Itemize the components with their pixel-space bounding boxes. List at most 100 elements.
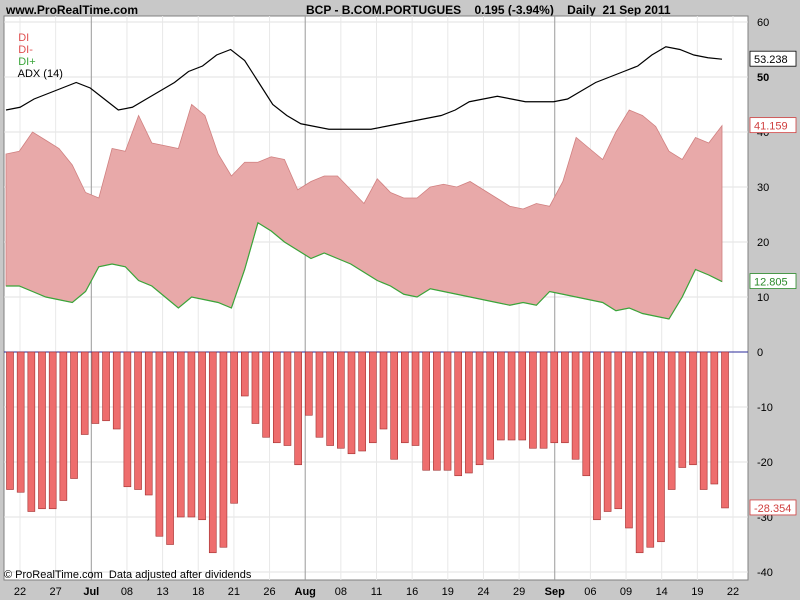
- di-bar: [315, 351, 324, 438]
- x-tick-label: 13: [156, 586, 168, 598]
- di-bar: [272, 351, 281, 444]
- di-bar: [497, 351, 505, 441]
- di-bar: [134, 351, 142, 490]
- copyright-note: © ProRealTime.com Data adjusted after di…: [4, 569, 252, 581]
- y-tick-label: 10: [757, 292, 769, 304]
- site-title: www.ProRealTime.com: [6, 3, 139, 17]
- di-bar: [48, 351, 57, 510]
- adx-last-value-box: [749, 50, 797, 67]
- x-tick-label: 26: [263, 586, 275, 598]
- di-bar: [550, 351, 559, 444]
- di-bar: [614, 351, 623, 510]
- x-tick-label: 27: [50, 586, 62, 598]
- di-bar: [593, 351, 601, 521]
- di-bar: [144, 351, 153, 496]
- di-bar: [102, 351, 110, 422]
- y-tick-label: 0: [757, 347, 763, 359]
- y-tick-label: 60: [757, 17, 769, 29]
- di-bar: [635, 351, 644, 554]
- y-tick-label: 50: [757, 72, 769, 84]
- legend-item-di: DI: [18, 32, 30, 44]
- y-tick-label: 20: [757, 237, 769, 249]
- di-bar: [561, 351, 569, 444]
- di-bar: [251, 351, 260, 424]
- di-bar: [667, 351, 676, 490]
- x-tick-label: 19: [442, 586, 454, 598]
- di-bar: [123, 351, 132, 488]
- di-bar: [571, 351, 580, 460]
- x-tick-label: 06: [584, 586, 596, 598]
- legend: DI DI- DI+ ADX (14): [6, 20, 63, 92]
- di-bar: [283, 351, 292, 446]
- legend-item-di-plus: DI+: [18, 56, 36, 68]
- di-bar: [721, 351, 729, 509]
- di-bar: [507, 351, 516, 441]
- x-axis: 22 27 Jul 08 13 18 21 26 Aug 08 11 16 19 24 29 Sep 06 09 1…: [14, 586, 739, 598]
- x-tick-label: 08: [335, 586, 347, 598]
- di-bar: [59, 351, 68, 501]
- di-bar: [91, 351, 100, 424]
- di-plus-last-value: 12.805: [754, 277, 788, 289]
- di-bar: [454, 351, 463, 477]
- di-bar: [369, 351, 377, 444]
- di-bar: [6, 351, 14, 490]
- di-bar: [262, 351, 270, 438]
- di-bar: [603, 351, 612, 512]
- x-tick-label: 18: [192, 586, 204, 598]
- instrument-header: BCP - B.COM.PORTUGUES 0.195 (-3.94%) Dai…: [306, 3, 671, 17]
- di-bar: [337, 351, 345, 449]
- di-bar: [326, 351, 334, 446]
- di-bar: [305, 351, 313, 416]
- x-tick-label: 22: [14, 586, 26, 598]
- lower-panel: [4, 351, 748, 554]
- x-tick-label: 09: [620, 586, 632, 598]
- di-bar: [582, 351, 591, 477]
- x-tick-label: 24: [477, 586, 489, 598]
- di-bar: [646, 351, 655, 548]
- x-tick-label: 19: [691, 586, 703, 598]
- di-bar: [80, 351, 89, 435]
- adx-last-value: 53.238: [754, 54, 788, 66]
- di-bar: [294, 351, 302, 466]
- di-bar: [70, 351, 78, 479]
- x-tick-label: 08: [121, 586, 133, 598]
- di-bar: [219, 351, 228, 548]
- di-bar: [518, 351, 527, 441]
- x-tick-label: 11: [371, 586, 382, 598]
- di-bar: [198, 351, 206, 521]
- di-bar: [539, 351, 548, 449]
- y-tick-label: -10: [757, 402, 773, 414]
- di-bar: [475, 351, 484, 466]
- di-bar: [657, 351, 665, 543]
- di-minus-last-value: 41.159: [754, 121, 788, 133]
- di-bar: [433, 351, 441, 471]
- x-tick-label: Jul: [83, 586, 99, 598]
- di-bar: [625, 351, 633, 529]
- di-bar: [699, 351, 708, 490]
- di-bar: [486, 351, 495, 460]
- legend-item-adx: ADX (14): [17, 68, 63, 80]
- di-bar: [240, 351, 249, 397]
- di-bar: [347, 351, 356, 455]
- x-tick-label: 22: [727, 586, 739, 598]
- x-tick-label: 21: [228, 586, 240, 598]
- y-tick-label: -40: [757, 567, 773, 579]
- di-bar: [187, 351, 196, 518]
- di-bar: [230, 351, 238, 504]
- di-bar: [38, 351, 46, 510]
- di-bar: [112, 351, 121, 430]
- adx-line: [5, 46, 723, 130]
- di-bar: [358, 351, 366, 452]
- di-bar: [176, 351, 185, 518]
- di-bar: [390, 351, 398, 460]
- x-tick-label: 29: [513, 586, 525, 598]
- x-tick-label: 14: [656, 586, 668, 598]
- di-last-value: -28.354: [754, 503, 791, 515]
- di-bar: [155, 351, 164, 537]
- x-tick-label: Aug: [295, 586, 316, 598]
- di-bar: [465, 351, 473, 474]
- di-plus-line: [6, 221, 723, 320]
- di-bar: [443, 351, 452, 471]
